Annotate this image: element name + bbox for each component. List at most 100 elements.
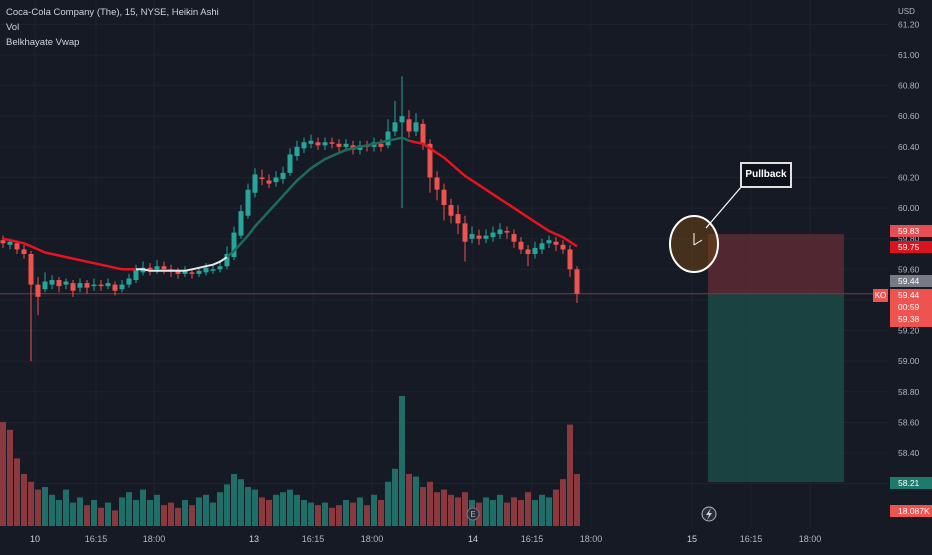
candle-body [49,280,55,285]
volume-bar [385,481,391,526]
volume-bar [252,489,258,526]
candle-body [518,241,524,250]
candle-body [280,172,286,179]
volume-bar [259,497,265,526]
vwap-line-upper [408,139,578,248]
volume-bar [462,492,468,526]
volume-bar [189,505,195,526]
volume-bar [364,505,370,526]
candle-body [84,283,90,288]
candle-body [196,270,202,274]
volume-bar [301,500,307,526]
candle-body [259,177,265,179]
candle-body [147,267,153,270]
candle-body [315,142,321,146]
candle-body [574,269,580,294]
candle-body [553,241,559,245]
candle-body [231,232,237,258]
candle-body [399,116,405,123]
time-axis-tick: 10 [30,534,40,544]
volume-bar [532,500,538,526]
candle-body [483,235,489,239]
volume-bar [168,502,174,526]
vwap-line-upper [2,237,136,271]
volume-bar [392,468,398,526]
price-axis-tick: 60.20 [898,172,920,182]
candle-body [322,142,328,146]
volume-bar [511,497,517,526]
volume-bar [147,500,153,526]
stop-loss-zone [708,234,844,294]
time-axis-tick: 14 [468,534,478,544]
volume-bar [175,507,181,526]
candle-body [245,189,251,216]
low-price-label: 59.38 [898,314,920,324]
candle-body [441,189,447,206]
volume-bar [560,479,566,526]
volume-bar [70,502,76,526]
volume-bar [378,500,384,526]
candle-body [294,146,300,157]
volume-bar [91,500,97,526]
time-axis-tick: 16:15 [85,534,108,544]
volume-bar [399,396,405,526]
volume-bar [182,500,188,526]
candle-body [98,284,104,287]
candle-body [217,266,223,270]
price-axis-tick: 59.00 [898,356,920,366]
volume-bar [455,497,461,526]
volume-bar [420,487,426,526]
volume-bar [224,484,230,526]
candle-body [273,177,279,183]
volume-bar [483,497,489,526]
volume-bar [98,507,104,526]
candle-body [420,123,426,144]
candle-body [385,131,391,146]
volume-bar [504,502,510,526]
currency-label: USD [898,7,915,16]
candle-body [462,223,468,242]
last-price-badge [890,289,932,327]
volume-bar [14,458,20,526]
candle-body [14,243,20,250]
time-axis-tick: 18:00 [580,534,603,544]
price-axis-tick: 58.80 [898,387,920,397]
candle-body [56,280,62,287]
price-axis-tick: 58.40 [898,448,920,458]
candle-body [0,240,6,244]
candle-body [112,284,118,291]
volume-bar [119,497,125,526]
candle-body [42,281,48,290]
volume-bar [427,481,433,526]
price-axis-tick: 59.60 [898,264,920,274]
candle-body [560,244,566,250]
volume-bar [539,494,545,526]
time-axis-tick: 16:15 [521,534,544,544]
candle-body [238,211,244,236]
volume-badge [890,505,932,517]
candle-body [35,284,41,297]
candle-body [497,229,503,235]
pullback-annotation[interactable]: Pullback [740,162,792,188]
candle-body [7,241,13,245]
candle-body [224,254,230,267]
price-axis-tick: 61.00 [898,50,920,60]
candle-body [182,270,188,274]
volume-bar [518,500,524,526]
volume-bar [266,500,272,526]
volume-bar [525,492,531,526]
vwap-line-lower [226,136,410,259]
candle-body [406,119,412,132]
candle-body [336,143,342,147]
volume-bar [287,489,293,526]
volume-bar [546,497,552,526]
stop-price-badge-label: 59.83 [898,226,920,236]
candle-body [287,154,293,173]
volume-bar [273,494,279,526]
price-axis-tick: 61.20 [898,19,920,29]
stop-price-badge [890,225,932,237]
volume-bar [238,479,244,526]
time-axis-tick: 18:00 [361,534,384,544]
time-axis-tick: 15 [687,534,697,544]
